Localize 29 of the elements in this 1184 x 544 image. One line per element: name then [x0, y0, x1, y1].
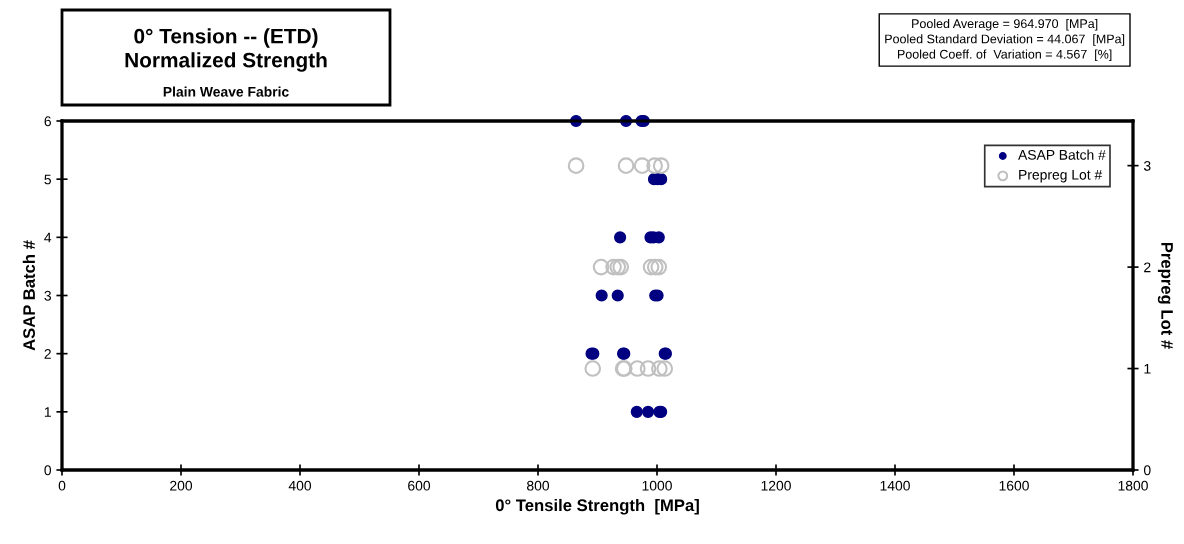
y-tick-label: 4	[44, 232, 52, 243]
legend-label: ASAP Batch #	[1018, 149, 1106, 160]
y-tick-label: 0	[44, 465, 52, 476]
y-tick-label: 3	[44, 290, 51, 301]
x-tick-label: 400	[288, 480, 312, 491]
y-axis-title: ASAP Batch #	[22, 240, 36, 351]
x-tick-label: 1400	[880, 480, 910, 491]
x-tick-label: 1600	[999, 480, 1029, 491]
x-tick-label: 1800	[1118, 480, 1148, 491]
text: Pooled Average = 964.970 [MPa] Pooled Standard Deviation = 44.067 [MPa] Pooled Coeff. of Variation = 4.567 [%]	[885, 18, 1125, 62]
y-tick-label: 5	[44, 174, 51, 185]
chart-title: 0° Tension -- (ETD) Normalized Strength	[125, 28, 327, 72]
x-tick-label: 600	[408, 480, 431, 491]
x-tick-label: 200	[170, 480, 193, 491]
y2-tick-label: 1	[1144, 364, 1151, 374]
x-tick-label: 1200	[761, 480, 791, 491]
y-tick-label: 2	[44, 349, 51, 359]
x-tick-label: 800	[527, 480, 550, 491]
y-tick-label: 1	[44, 407, 51, 417]
x-tick-label: 1000	[642, 480, 672, 491]
x-tick-label: 0	[58, 480, 66, 491]
y-tick-label: 6	[44, 116, 51, 127]
chart-subtitle: Plain Weave Fabric	[163, 86, 289, 97]
legend-label: Prepreg Lot #	[1019, 169, 1103, 183]
y2-tick-label: 2	[1144, 262, 1151, 273]
y2-tick-label: 3	[1143, 160, 1151, 171]
y2-axis-title: Prepreg Lot #	[1157, 242, 1173, 349]
y2-tick-label: 0	[1143, 465, 1151, 476]
x-axis-title: 0° Tensile Strength [MPa]	[495, 498, 699, 515]
